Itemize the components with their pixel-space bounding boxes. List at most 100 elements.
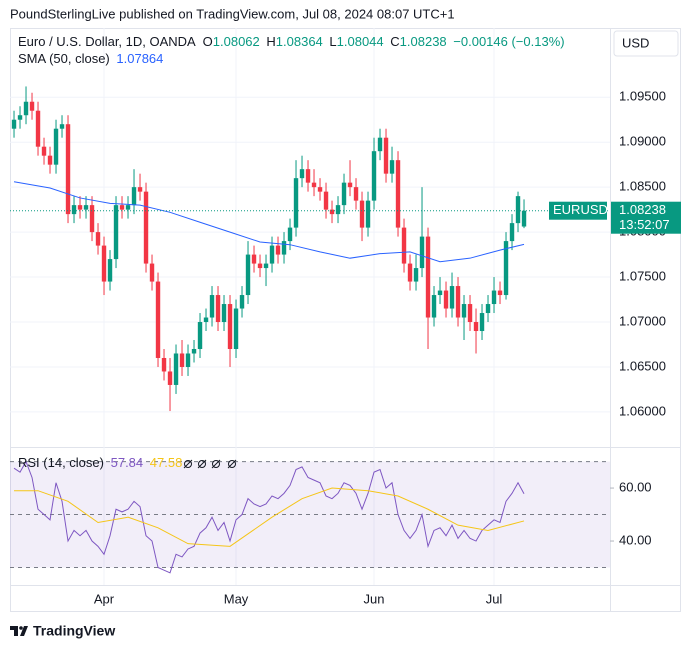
candle-body (233, 308, 239, 349)
header: PoundSterlingLive published on TradingVi… (10, 6, 455, 21)
candle-body (113, 205, 119, 260)
candle-body (359, 200, 365, 228)
brand-logo (10, 626, 28, 636)
legend-c-value: 1.08238 (400, 34, 447, 49)
candle-body (485, 304, 491, 314)
candle-body (491, 290, 497, 305)
price-tag-value: 1.08238 (619, 202, 666, 217)
candle-body (347, 182, 353, 188)
candle-body (371, 151, 377, 201)
sma-line (13, 181, 525, 263)
candle-body (437, 290, 443, 296)
candle-body (317, 187, 323, 192)
candle-body (263, 263, 269, 269)
rsi-tick-label: 60.00 (619, 479, 652, 494)
candle-body (143, 191, 149, 264)
candle-body (419, 236, 425, 269)
currency-button[interactable] (613, 30, 679, 57)
candle-body (275, 245, 281, 255)
candle-body (473, 322, 479, 332)
candle-body (101, 245, 107, 282)
candle-body (137, 187, 143, 192)
candle-body (107, 259, 113, 282)
candle-body (23, 101, 29, 116)
candle-body (239, 295, 245, 309)
candle-body (191, 348, 197, 354)
candle-body (71, 205, 77, 215)
y-tick-label: 1.06000 (619, 403, 666, 418)
candle-body (299, 169, 305, 179)
legend-main: Euro / U.S. Dollar, 1D, OANDA O1.08062 H… (18, 34, 565, 49)
marks: 1.060001.065001.070001.075001.080001.085… (10, 28, 681, 606)
candle-body (335, 205, 341, 215)
rsi-name: RSI (14, close) (18, 455, 104, 470)
rsi-line (13, 460, 525, 574)
candle-body (119, 205, 125, 210)
candle-body (461, 304, 467, 318)
candle-body (197, 322, 203, 349)
legend-c: C (390, 34, 399, 49)
candle-body (221, 304, 227, 323)
candle-body (17, 115, 23, 120)
brand: TradingView (33, 623, 115, 639)
rsi-value: 57.84 (111, 455, 144, 470)
candle-body (479, 313, 485, 332)
candle-body (209, 295, 215, 318)
candle-body (125, 205, 131, 210)
candle-body (179, 353, 185, 367)
x-tick-label: May (224, 591, 249, 606)
y-tick-label: 1.07000 (619, 313, 666, 328)
candle-body (305, 169, 311, 183)
y-tick-label: 1.09000 (619, 134, 666, 149)
candle-body (35, 110, 41, 147)
candle-body (293, 178, 299, 228)
candle-body (323, 191, 329, 210)
symbol-tag (549, 201, 607, 220)
candle-body (341, 182, 347, 206)
candle-body (353, 187, 359, 201)
candle-body (227, 304, 233, 349)
candle-body (395, 160, 401, 228)
candle-body (407, 263, 413, 282)
candle-body (269, 245, 275, 264)
rsi-ma-value: 47.58 (150, 455, 183, 470)
candle-body (59, 124, 65, 129)
candle-body (509, 223, 515, 242)
x-tick-label: Apr (94, 591, 115, 606)
candle-body (401, 227, 407, 264)
sma-name: SMA (50, close) (18, 51, 110, 66)
x-tick-label: Jul (486, 591, 503, 606)
candle-body (47, 155, 53, 165)
candle-body (383, 137, 389, 174)
candle-body (497, 290, 503, 296)
y-tick-label: 1.07500 (619, 268, 666, 283)
legend-o: O (203, 34, 213, 49)
x-tick-label: Jun (364, 591, 385, 606)
candle-body (245, 254, 251, 296)
candle-body (89, 205, 95, 233)
legend-l-value: 1.08044 (337, 34, 384, 49)
candle-body (389, 160, 395, 174)
legend-h-value: 1.08364 (276, 34, 323, 49)
candle-body (377, 137, 383, 152)
candle-body (155, 281, 161, 358)
candle-body (83, 205, 89, 210)
legend-change: −0.00146 (−0.13%) (453, 34, 564, 49)
price-tag-countdown: 13:52:07 (619, 217, 670, 232)
rsi-ma-line (14, 487, 525, 547)
candle-body (203, 317, 209, 323)
legend-l: L (329, 34, 336, 49)
legend-title: Euro / U.S. Dollar, 1D, OANDA (18, 34, 196, 49)
candle-body (11, 119, 17, 129)
candle-body (515, 196, 521, 224)
candle-body (287, 227, 293, 242)
candle-body (149, 263, 155, 282)
candle-body (77, 205, 83, 210)
candle-body (467, 304, 473, 323)
candle-body (257, 263, 263, 269)
candle-body (215, 295, 221, 323)
candle-body (185, 353, 191, 367)
sma-value: 1.07864 (116, 51, 163, 66)
currency-label[interactable]: USD (622, 35, 649, 50)
